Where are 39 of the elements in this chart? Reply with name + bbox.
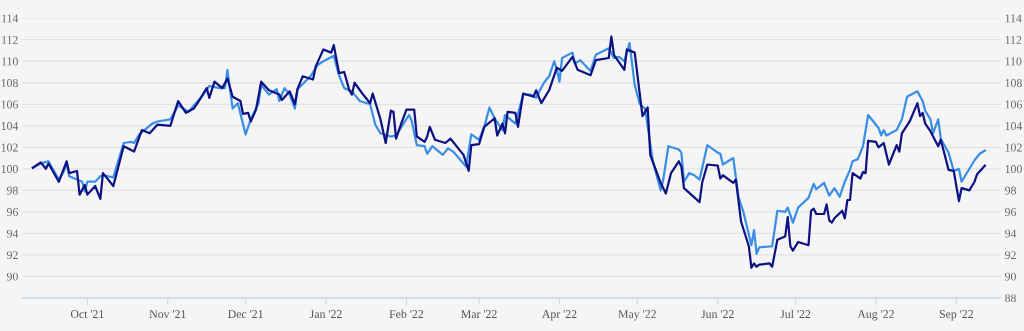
- y2-tick-label: 106: [1005, 100, 1022, 109]
- x-tick-label: Jul '22: [780, 309, 811, 319]
- x-tick-label: May '22: [618, 310, 656, 321]
- y-tick-label: 90: [6, 272, 18, 281]
- y2-tick-label: 98: [1004, 186, 1016, 195]
- x-tick-label: Dec '21: [228, 310, 263, 319]
- y-tick-label: 102: [1, 143, 18, 152]
- y2-tick-label: 108: [1005, 79, 1022, 87]
- y-tick-label: 114: [2, 14, 19, 23]
- x-tick-label: Feb '22: [389, 309, 424, 319]
- y2-tick-label: 104: [1005, 122, 1023, 130]
- x-tick-label: Oct '21: [70, 310, 104, 319]
- x-tick-label: Jan '22: [309, 310, 342, 319]
- x-tick-label: Aug '22: [857, 310, 894, 321]
- y-tick-label: 104: [1, 122, 19, 130]
- y2-tick-label: 92: [1004, 251, 1016, 260]
- y-tick-label: 100: [1, 165, 18, 174]
- y-tick-label: 92: [6, 251, 18, 260]
- x-tick-label: Jun '22: [701, 310, 734, 319]
- y-tick-label: 98: [6, 186, 18, 195]
- y2-tick-label: 96: [1004, 208, 1017, 217]
- y-tick-label: 112: [2, 36, 18, 44]
- x-tick-label: Sep '22: [939, 310, 973, 321]
- y-tick-label: 106: [1, 100, 19, 109]
- y-tick-label: 110: [2, 57, 18, 66]
- x-tick-label: Apr '22: [541, 310, 577, 321]
- y2-tick-label: 102: [1005, 143, 1022, 152]
- y2-tick-label: 94: [1004, 229, 1017, 238]
- y2-tick-label: 100: [1005, 165, 1022, 174]
- y2-tick-label: 110: [1005, 57, 1022, 66]
- y-tick-label: 96: [6, 208, 19, 217]
- y2-tick-label: 112: [1005, 36, 1022, 44]
- y-tick-label: 108: [1, 79, 18, 87]
- y-tick-label: 94: [6, 229, 19, 238]
- x-tick-label: Mar '22: [461, 310, 497, 319]
- y2-tick-label: 88: [1005, 294, 1016, 303]
- y2-tick-label: 90: [1004, 272, 1016, 281]
- y2-tick-label: 114: [1005, 14, 1022, 23]
- x-tick-label: Nov '21: [149, 310, 186, 319]
